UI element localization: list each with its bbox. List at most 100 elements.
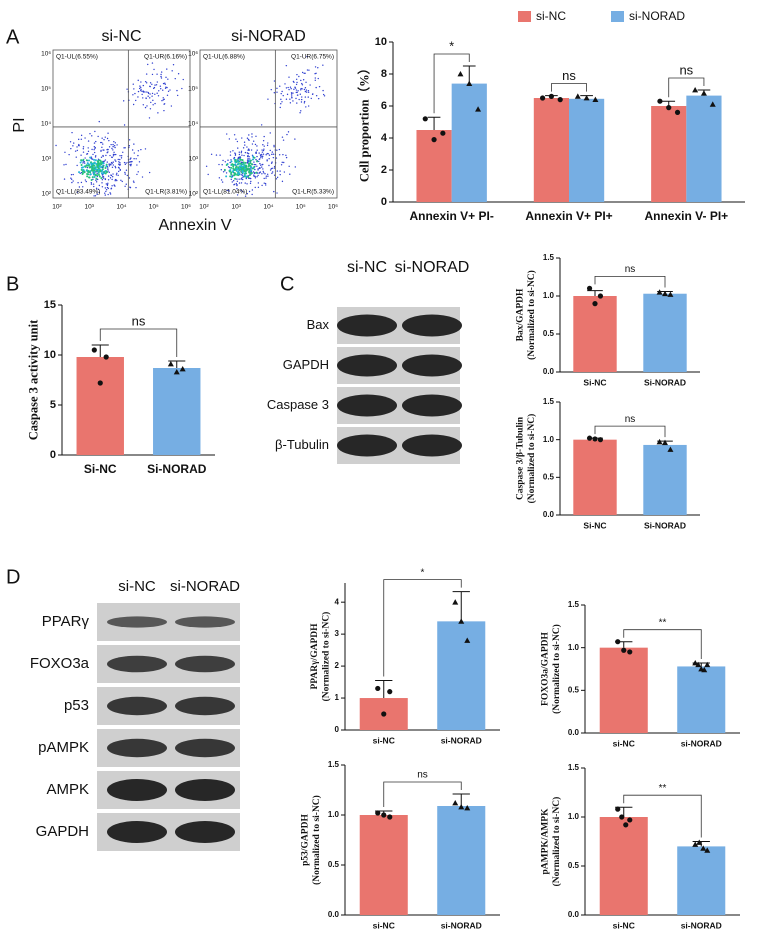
flow-dot bbox=[112, 164, 114, 166]
data-point bbox=[557, 97, 563, 103]
flow-dot bbox=[254, 186, 256, 189]
data-point bbox=[422, 116, 428, 122]
flow-dot bbox=[141, 93, 143, 96]
flow-dot bbox=[109, 163, 111, 165]
data-point bbox=[574, 93, 581, 99]
flow-dot bbox=[236, 180, 239, 182]
flow-dot bbox=[237, 162, 240, 165]
flow-dot bbox=[137, 150, 140, 152]
flow-dot bbox=[256, 149, 258, 151]
flow-dot bbox=[93, 185, 95, 188]
error-bar bbox=[91, 344, 109, 357]
flow-dot bbox=[262, 172, 265, 174]
flow-dot bbox=[119, 155, 121, 157]
flow-dot bbox=[262, 153, 265, 155]
flow-dot bbox=[296, 91, 298, 94]
flow-dot bbox=[89, 173, 92, 176]
flow-dot bbox=[317, 77, 319, 80]
data-point bbox=[431, 137, 437, 143]
flow-dot bbox=[137, 96, 139, 98]
flow-y-tick: 10⁶ bbox=[188, 51, 198, 58]
y-tick-label: 0.0 bbox=[328, 910, 340, 919]
x-tick-label: si-NORAD bbox=[681, 738, 722, 748]
flow-dot bbox=[133, 157, 135, 160]
flow-dot bbox=[152, 104, 154, 106]
data-point bbox=[704, 847, 711, 853]
flow-dot bbox=[111, 156, 113, 158]
flow-dot bbox=[273, 92, 276, 94]
flow-dot bbox=[240, 150, 243, 153]
flow-dot bbox=[249, 177, 252, 180]
error-bar bbox=[168, 360, 186, 368]
flow-y-tick: 10³ bbox=[189, 156, 199, 163]
flow-dot bbox=[263, 145, 265, 147]
flow-dot bbox=[230, 159, 232, 161]
flow-dot bbox=[113, 140, 115, 143]
data-point bbox=[709, 101, 716, 107]
x-tick-label: Si-NC bbox=[84, 462, 117, 476]
bar bbox=[643, 293, 687, 372]
flow-dot bbox=[97, 170, 100, 173]
flow-dot bbox=[93, 145, 96, 148]
flow-dot bbox=[288, 165, 290, 168]
flow-dot bbox=[264, 182, 267, 185]
significance-label: * bbox=[421, 567, 425, 578]
flow-dot bbox=[281, 90, 283, 93]
flow-dot bbox=[147, 92, 150, 95]
flow-dot bbox=[282, 153, 284, 156]
flow-dot bbox=[269, 132, 271, 134]
flow-dot bbox=[246, 167, 249, 170]
flow-dot bbox=[122, 151, 124, 153]
flow-dot bbox=[125, 169, 128, 171]
flow-dot bbox=[86, 173, 89, 176]
flow-dot bbox=[229, 154, 232, 156]
flow-dot bbox=[240, 189, 242, 191]
flow-dot bbox=[289, 86, 292, 88]
flow-dot bbox=[272, 156, 275, 159]
flow-dot bbox=[86, 164, 89, 167]
flow-dot bbox=[265, 177, 267, 179]
flow-dot bbox=[288, 76, 290, 78]
x-tick-label: Annexin V+ PI- bbox=[409, 209, 493, 223]
flow-dot bbox=[265, 175, 268, 177]
y-tick-label: 1.0 bbox=[543, 435, 555, 444]
flow-dot bbox=[132, 94, 134, 96]
flow-dot bbox=[228, 166, 231, 169]
flow-dot bbox=[116, 179, 118, 182]
flow-dot bbox=[166, 86, 168, 89]
flow-dot bbox=[236, 194, 239, 196]
flow-dot bbox=[140, 88, 142, 91]
flow-dot bbox=[259, 171, 262, 173]
flow-dot bbox=[301, 96, 303, 98]
flow-dot bbox=[261, 155, 263, 158]
flow-dot bbox=[263, 135, 265, 138]
flow-dot bbox=[237, 147, 239, 149]
flow-dot bbox=[102, 154, 104, 157]
data-point bbox=[623, 822, 629, 828]
y-tick-label: 1.5 bbox=[328, 760, 340, 769]
flow-dot bbox=[305, 91, 308, 93]
blot-band bbox=[175, 616, 235, 628]
flow-dot bbox=[225, 175, 228, 178]
flow-dot bbox=[104, 170, 107, 173]
bar bbox=[76, 357, 124, 455]
y-axis-label: pAMPK/AMPK bbox=[540, 808, 550, 875]
flow-dot bbox=[96, 165, 99, 168]
flow-dot bbox=[283, 171, 286, 173]
data-point bbox=[97, 380, 103, 386]
flow-dot bbox=[249, 158, 251, 160]
flow-dot bbox=[137, 90, 140, 93]
flow-dot bbox=[138, 161, 141, 163]
flow-dot bbox=[132, 103, 135, 106]
lane-label: si-NC bbox=[347, 259, 387, 276]
flow-dot bbox=[124, 173, 126, 175]
flow-dot bbox=[317, 97, 320, 100]
flow-dot bbox=[276, 91, 278, 93]
flow-dot bbox=[63, 164, 65, 166]
flow-dot bbox=[306, 69, 309, 71]
data-point bbox=[592, 96, 599, 102]
flow-dot bbox=[176, 89, 178, 92]
flow-dot bbox=[163, 103, 166, 105]
row-label: FOXO3a bbox=[30, 655, 90, 672]
data-point bbox=[674, 109, 681, 115]
